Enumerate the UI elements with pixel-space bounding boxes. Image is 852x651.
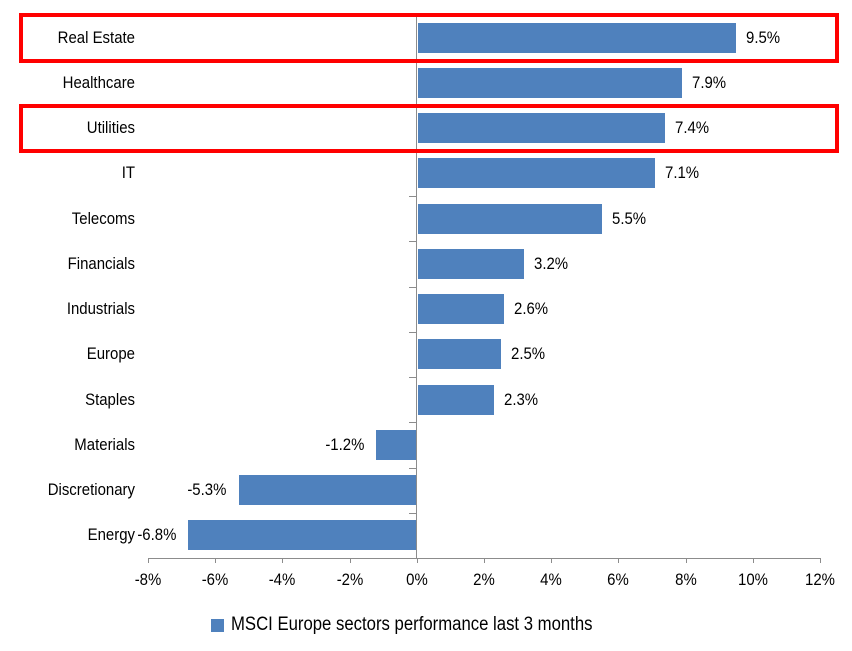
legend-label: MSCI Europe sectors performance last 3 m… [230,614,593,635]
x-tick-label: -4% [268,570,296,589]
bar [188,520,417,551]
category-label: Energy [87,525,135,545]
value-axis-tick [686,558,687,563]
x-tick-label: -2% [336,570,364,589]
category-label: Industrials [66,299,135,319]
category-axis-tick [409,241,416,243]
category-label: Materials [74,434,135,454]
category-axis-tick [409,512,416,514]
value-axis-tick [753,558,754,563]
value-label: 2.5% [510,344,545,364]
value-axis-tick [820,558,821,563]
value-axis-tick [417,558,418,563]
category-axis-tick [409,286,416,288]
value-axis-tick [618,558,619,563]
value-axis-tick [148,558,149,563]
x-tick-label: 2% [473,570,495,589]
category-label: Telecoms [71,208,135,228]
bar [238,475,417,506]
x-tick-label: 0% [406,570,428,589]
value-axis-tick [215,558,216,563]
category-label: IT [121,163,135,183]
value-axis-tick [484,558,485,563]
bar [418,67,683,98]
category-axis-tick [409,331,416,333]
category-axis-tick [409,196,416,197]
bar [418,294,505,325]
category-axis-line [416,15,417,558]
value-label: 3.2% [534,253,569,273]
value-axis-tick [350,558,351,563]
category-label: Europe [86,344,135,364]
category-label: Discretionary [47,480,135,500]
value-axis-tick [282,558,283,563]
x-tick-label: -6% [201,570,229,589]
value-label: 9.5% [746,27,781,47]
highlight-box [19,13,839,63]
x-tick-label: 12% [805,570,835,589]
value-label: -1.2% [325,434,365,454]
category-label: Real Estate [57,27,135,47]
chart-legend: MSCI Europe sectors performance last 3 m… [0,610,852,640]
category-axis-tick [409,467,416,469]
category-label: Financials [67,253,135,273]
bar [418,203,602,234]
x-tick-label: 6% [607,570,629,589]
bar [376,429,417,460]
value-axis-tick [551,558,552,563]
bar [418,384,495,415]
category-label: Staples [85,389,135,409]
x-tick-label: 10% [738,570,768,589]
bar [418,248,525,279]
bar [418,113,666,144]
value-label: 2.3% [504,389,539,409]
category-label: Healthcare [62,72,136,92]
bar [418,339,501,370]
x-tick-label: 8% [675,570,697,589]
category-axis-tick [409,377,416,378]
category-label: Utilities [86,118,135,138]
value-label: 7.9% [692,72,727,92]
bar [418,158,656,189]
value-label: -5.3% [187,480,227,500]
x-tick-label: 4% [540,570,562,589]
x-tick-label: -8% [134,570,162,589]
value-label: 7.1% [665,163,700,183]
value-label: 2.6% [514,299,549,319]
category-axis-tick [409,422,416,424]
value-label: -6.8% [137,525,177,545]
value-label: 5.5% [611,208,646,228]
highlight-box [19,103,839,154]
value-label: 7.4% [675,118,710,138]
bar [418,22,736,53]
legend-color-swatch [210,618,224,632]
